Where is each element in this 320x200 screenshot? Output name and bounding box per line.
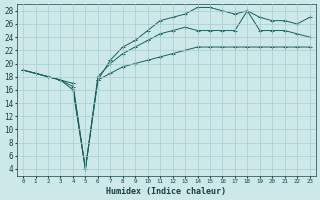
X-axis label: Humidex (Indice chaleur): Humidex (Indice chaleur) — [106, 187, 226, 196]
